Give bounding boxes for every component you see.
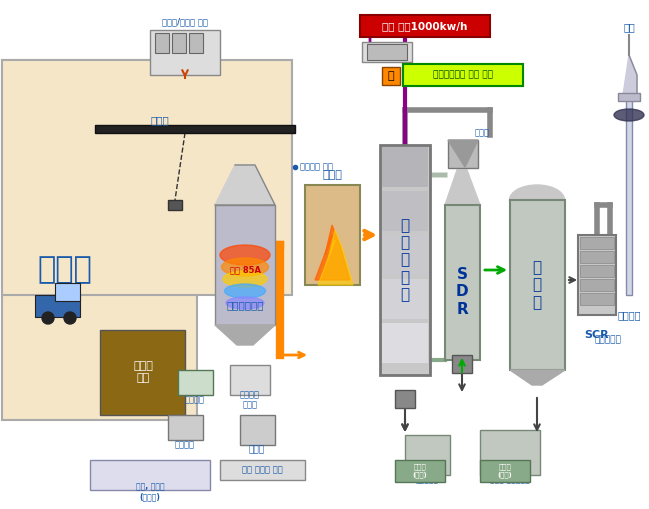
Bar — [382, 191, 428, 231]
Bar — [220, 460, 305, 480]
Text: 코크스/여치역 호퍼: 코크스/여치역 호퍼 — [162, 17, 208, 26]
Bar — [618, 93, 640, 101]
Circle shape — [64, 312, 76, 324]
Bar — [100, 330, 185, 415]
Text: 터빈 발전1000kw/h: 터빈 발전1000kw/h — [382, 21, 468, 31]
Bar — [305, 185, 360, 285]
Bar — [2, 60, 197, 420]
Bar — [382, 279, 428, 319]
Bar — [380, 145, 430, 375]
Bar — [172, 33, 186, 53]
Bar — [90, 460, 210, 490]
Bar — [2, 60, 292, 295]
Text: 연소구기 흡입: 연소구기 흡입 — [300, 162, 333, 172]
Text: 비산재
(매립): 비산재 (매립) — [498, 464, 512, 478]
Bar — [580, 237, 614, 249]
Text: S
D
R: S D R — [456, 267, 469, 317]
Polygon shape — [510, 370, 565, 385]
Polygon shape — [215, 325, 275, 345]
Text: 압입송기: 압입송기 — [175, 440, 195, 449]
Bar — [178, 370, 213, 395]
Text: 지역난방공사 온수 공급: 지역난방공사 온수 공급 — [433, 71, 493, 79]
Text: 연소구기
수루기: 연소구기 수루기 — [240, 390, 260, 410]
Text: 백
필
터: 백 필 터 — [532, 260, 541, 310]
Bar — [360, 15, 490, 37]
Polygon shape — [445, 170, 480, 205]
Text: 왕산타워: 왕산타워 — [617, 310, 641, 320]
Polygon shape — [318, 230, 353, 285]
Bar — [230, 365, 270, 395]
Text: 비산제포처: 비산제포처 — [415, 475, 439, 485]
Bar — [240, 415, 275, 445]
Bar — [448, 140, 478, 168]
Bar — [578, 235, 616, 315]
Bar — [55, 283, 80, 301]
Bar — [95, 125, 295, 133]
Polygon shape — [215, 165, 275, 205]
Bar — [35, 295, 80, 317]
Bar — [189, 33, 203, 53]
Text: 크레인: 크레인 — [151, 115, 169, 125]
Text: 우해시설: 우해시설 — [185, 395, 205, 405]
Text: 메탈 슬래그 호퍼: 메탈 슬래그 호퍼 — [241, 466, 282, 474]
Text: 유인송풍기: 유인송풍기 — [594, 335, 622, 345]
Bar — [405, 435, 450, 475]
Bar — [403, 64, 523, 86]
Bar — [626, 95, 632, 295]
Ellipse shape — [226, 297, 264, 309]
Text: 메탈, 슬래그
(재활용): 메탈, 슬래그 (재활용) — [136, 483, 164, 502]
Text: 활성탄: 활성탄 — [474, 128, 489, 137]
Bar — [367, 44, 407, 60]
Polygon shape — [623, 55, 637, 95]
Bar — [168, 415, 203, 440]
Text: 연소실: 연소실 — [322, 170, 342, 180]
Bar — [580, 265, 614, 277]
Bar — [452, 355, 472, 373]
Polygon shape — [315, 225, 350, 280]
Bar — [445, 205, 480, 360]
Text: 🔥: 🔥 — [387, 71, 395, 81]
Bar — [155, 33, 169, 53]
Bar — [480, 430, 540, 475]
Bar — [395, 390, 415, 408]
Bar — [580, 251, 614, 263]
Bar — [215, 205, 275, 325]
Ellipse shape — [614, 109, 644, 121]
Ellipse shape — [220, 245, 270, 265]
Text: 쓰레기
피트: 쓰레기 피트 — [133, 361, 153, 383]
Bar — [480, 460, 530, 482]
Ellipse shape — [509, 185, 565, 215]
Bar — [382, 67, 400, 85]
Bar — [362, 42, 412, 62]
Bar — [510, 200, 565, 370]
Text: 폐
열
보
일
러: 폐 열 보 일 러 — [400, 218, 410, 302]
Circle shape — [42, 312, 54, 324]
Bar — [395, 460, 445, 482]
Text: 자선기: 자선기 — [249, 445, 265, 455]
Ellipse shape — [221, 258, 269, 276]
Ellipse shape — [225, 284, 265, 298]
Bar — [150, 30, 220, 75]
Text: 반입장: 반입장 — [38, 256, 92, 285]
Ellipse shape — [223, 271, 267, 287]
Bar — [403, 64, 523, 86]
Text: SCR: SCR — [585, 330, 609, 340]
Bar — [580, 279, 614, 291]
Text: 가스화용융로: 가스화용융로 — [227, 300, 263, 310]
Bar — [168, 200, 182, 210]
Bar — [382, 235, 428, 275]
Text: 비산재
(매립): 비산재 (매립) — [413, 464, 428, 478]
Text: 연소 85A: 연소 85A — [230, 266, 260, 274]
Bar — [382, 323, 428, 363]
Text: 비산재 고형화설비: 비산재 고형화설비 — [490, 475, 530, 485]
Text: 연돌: 연돌 — [623, 22, 635, 32]
Polygon shape — [448, 140, 478, 167]
Bar — [580, 293, 614, 305]
Bar — [382, 147, 428, 187]
